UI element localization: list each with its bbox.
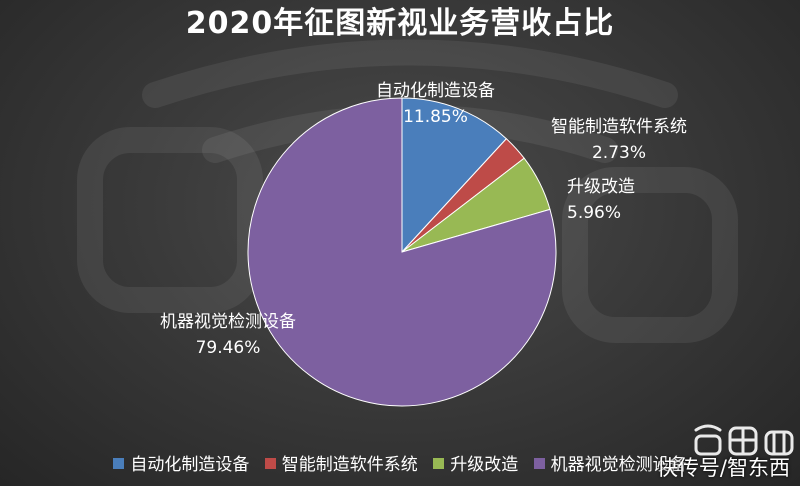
legend-swatch-software xyxy=(264,458,276,469)
slice-label-upgrade: 升级改造 5.96% xyxy=(567,174,635,226)
pie-slice-vision xyxy=(247,97,557,407)
slice-label-automation-name: 自动化制造设备 xyxy=(376,81,495,101)
legend-label-vision: 机器视觉检测设备 xyxy=(550,455,687,475)
legend-entry-automation: 自动化制造设备 xyxy=(113,450,249,475)
slice-label-software-value: 2.73% xyxy=(591,143,646,163)
slice-label-software: 智能制造软件系统 2.73% xyxy=(551,114,687,166)
slice-label-automation: 自动化制造设备 11.85% xyxy=(376,78,495,130)
legend-entry-vision: 机器视觉检测设备 xyxy=(533,450,687,475)
chart-title: 2020年征图新视业务营收占比 xyxy=(185,6,615,41)
slice-label-vision-name: 机器视觉检测设备 xyxy=(160,312,296,332)
legend-label-software: 智能制造软件系统 xyxy=(281,455,418,475)
slice-label-vision-value: 79.46% xyxy=(195,338,261,358)
chart-legend: 自动化制造设备 智能制造软件系统 升级改造 机器视觉检测设备 xyxy=(0,450,800,475)
legend-label-automation: 自动化制造设备 xyxy=(130,455,250,475)
slice-label-vision: 机器视觉检测设备 79.46% xyxy=(160,309,296,361)
legend-entry-upgrade: 升级改造 xyxy=(433,450,518,475)
slice-label-software-name: 智能制造软件系统 xyxy=(551,117,687,137)
legend-entry-software: 智能制造软件系统 xyxy=(264,450,418,475)
pie-slices xyxy=(247,97,557,407)
pie-slice-automation xyxy=(401,97,508,254)
slice-label-upgrade-name: 升级改造 xyxy=(567,177,635,197)
watermark-text: 快传号/智东西 xyxy=(656,456,790,480)
legend-swatch-vision xyxy=(533,458,545,469)
zhidongxi-logo-icon xyxy=(694,424,794,456)
legend-swatch-upgrade xyxy=(433,458,445,469)
slice-label-upgrade-value: 5.96% xyxy=(567,203,622,223)
slice-label-automation-value: 11.85% xyxy=(403,107,468,127)
legend-label-upgrade: 升级改造 xyxy=(450,455,519,475)
legend-swatch-automation xyxy=(113,458,125,469)
